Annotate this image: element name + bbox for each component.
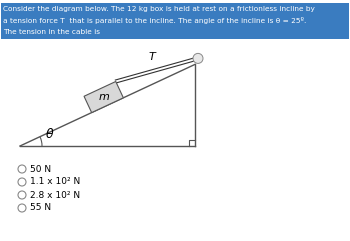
Text: m: m xyxy=(98,92,109,102)
Text: 55 N: 55 N xyxy=(30,203,51,213)
Bar xyxy=(1,27,349,39)
Text: The tension in the cable is: The tension in the cable is xyxy=(3,29,100,35)
Circle shape xyxy=(18,204,26,212)
Bar xyxy=(1,3,349,15)
Bar xyxy=(1,15,349,27)
Text: Consider the diagram below. The 12 kg box is held at rest on a frictionless incl: Consider the diagram below. The 12 kg bo… xyxy=(3,6,315,12)
Circle shape xyxy=(18,178,26,186)
Circle shape xyxy=(18,191,26,199)
Text: 1.1 x 10² N: 1.1 x 10² N xyxy=(30,178,80,187)
Text: 50 N: 50 N xyxy=(30,165,51,174)
Text: 2.8 x 10² N: 2.8 x 10² N xyxy=(30,190,80,200)
Text: a tension force T  that is parallel to the incline. The angle of the incline is : a tension force T that is parallel to th… xyxy=(3,18,306,25)
Text: T: T xyxy=(148,52,155,62)
Circle shape xyxy=(193,54,203,63)
Circle shape xyxy=(18,165,26,173)
Text: θ: θ xyxy=(46,128,54,141)
Polygon shape xyxy=(84,81,123,113)
